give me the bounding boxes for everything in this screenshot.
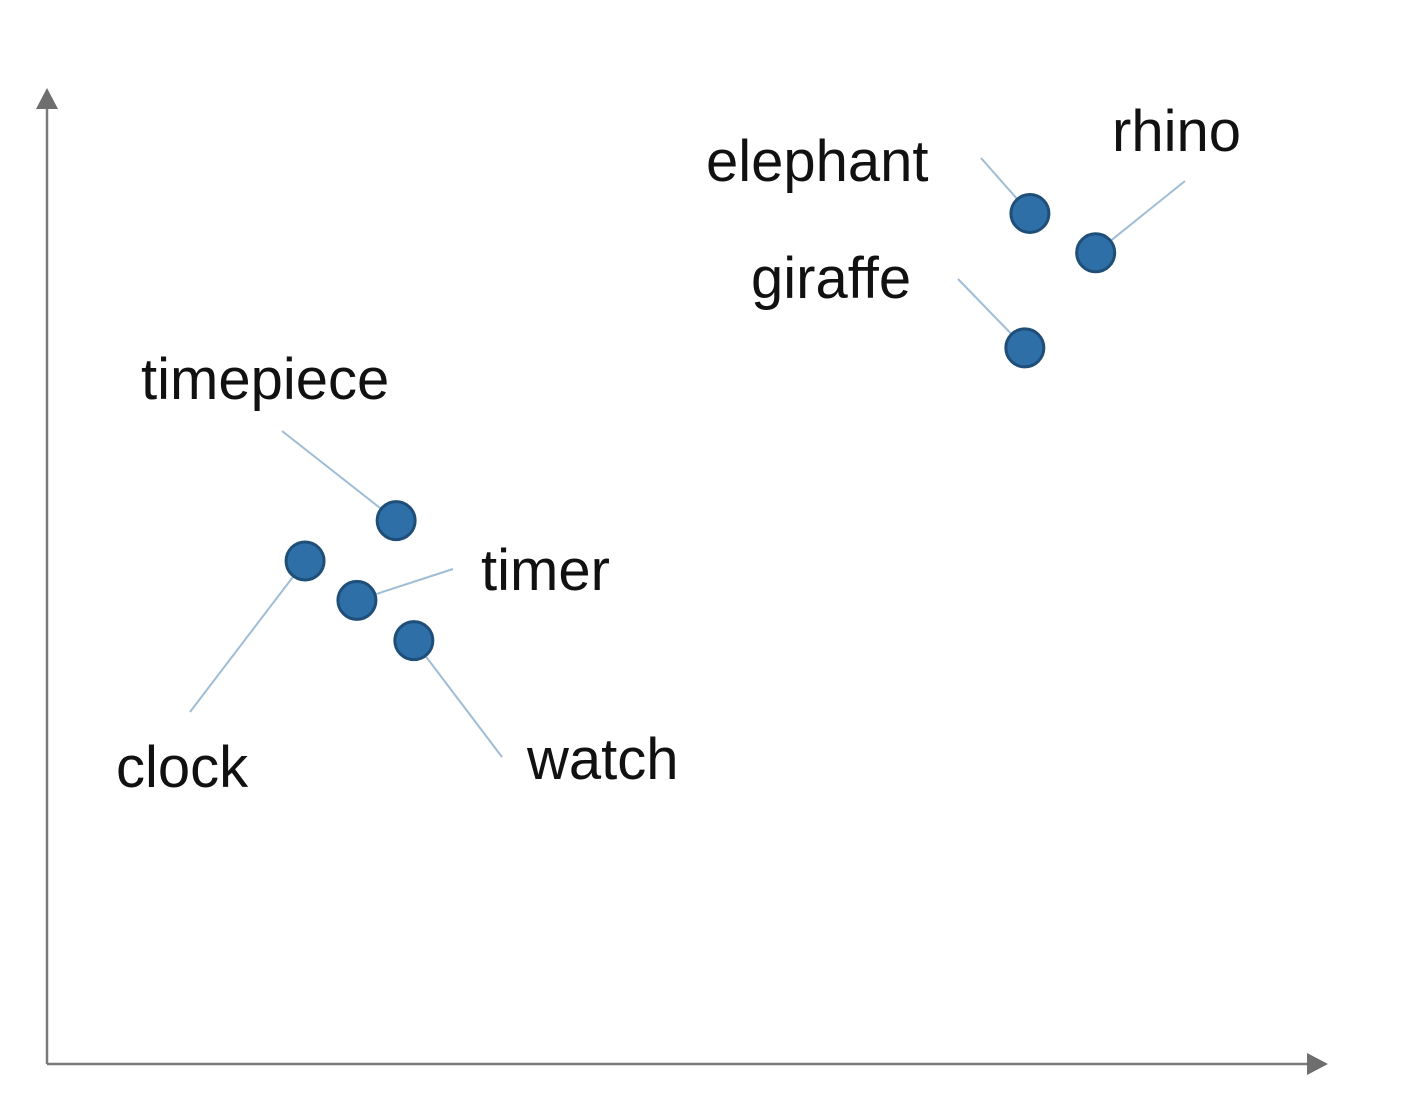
data-point-clock xyxy=(286,542,324,580)
leader-line-clock xyxy=(190,561,305,712)
leader-line-timepiece xyxy=(282,431,396,521)
point-label-watch: watch xyxy=(526,727,679,792)
leader-lines xyxy=(190,158,1185,757)
data-point-giraffe xyxy=(1006,329,1044,367)
point-label-timer: timer xyxy=(481,538,610,603)
data-point-watch xyxy=(395,622,433,660)
leader-line-watch xyxy=(414,641,502,757)
point-label-clock: clock xyxy=(116,735,249,800)
point-label-timepiece: timepiece xyxy=(141,347,389,412)
data-point-timer xyxy=(338,581,376,619)
point-labels: elephant rhino giraffe timepiece clock timer w… xyxy=(116,99,1241,800)
data-point-timepiece xyxy=(377,502,415,540)
point-label-elephant: elephant xyxy=(706,129,929,194)
data-point-elephant xyxy=(1011,194,1049,232)
data-points xyxy=(286,194,1115,659)
y-axis-arrow xyxy=(36,88,58,109)
point-label-giraffe: giraffe xyxy=(751,246,911,311)
x-axis-arrow xyxy=(1307,1053,1328,1075)
point-label-rhino: rhino xyxy=(1112,99,1241,164)
data-point-rhino xyxy=(1077,234,1115,272)
